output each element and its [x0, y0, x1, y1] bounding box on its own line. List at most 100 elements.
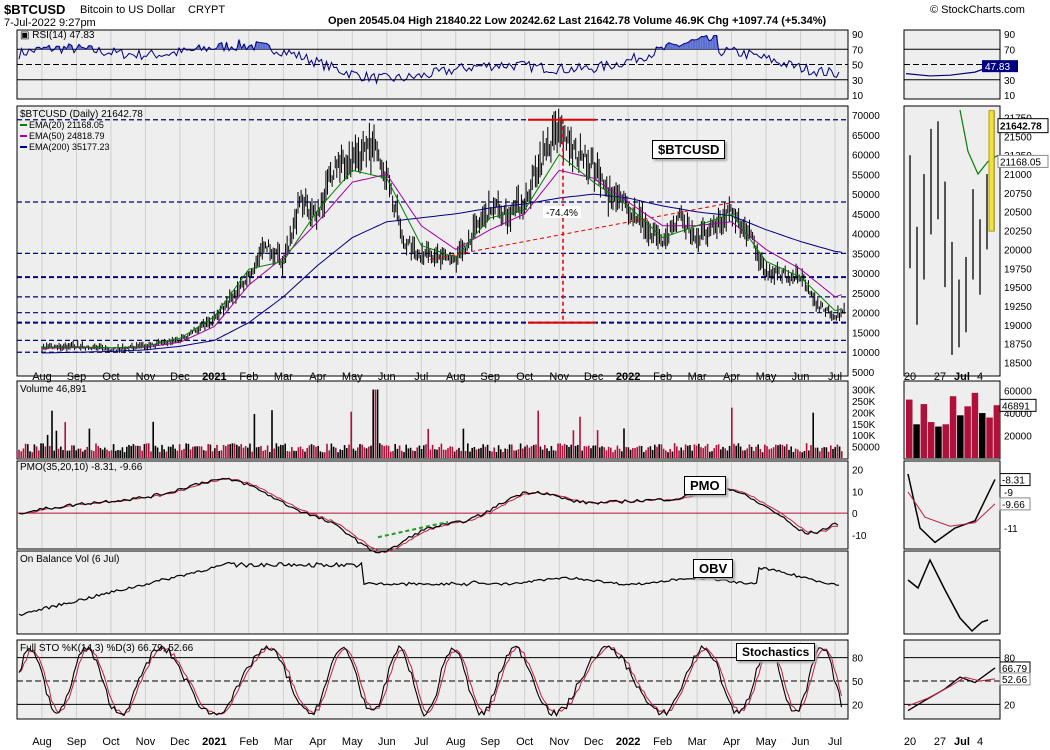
x-tick-label-bottom: May — [342, 736, 363, 748]
inset-volume-bar — [906, 399, 913, 458]
inset-x-tick-bottom: 4 — [977, 736, 983, 748]
sto-legend: Full STO %K(14,3) %D(3) 66.79, 52.66 — [20, 643, 194, 654]
volume-axis-label: 100K — [852, 431, 876, 442]
x-tick-label-top: Aug — [446, 371, 466, 383]
x-tick-label-bottom: Nov — [549, 736, 569, 748]
inset-volume-bar — [957, 415, 964, 458]
inset-volume-bar — [935, 426, 942, 458]
rsi-axis-label: 30 — [852, 76, 864, 87]
inset-price-axis-label: 19000 — [1004, 321, 1032, 332]
rsi-line — [18, 34, 840, 85]
x-tick-label-bottom: Feb — [239, 736, 258, 748]
ema20-flag — [997, 154, 1049, 168]
inset-volume-bar — [913, 424, 920, 458]
x-tick-label-bottom: 2021 — [202, 736, 226, 748]
pmo-flag — [999, 473, 1031, 487]
inset-rsi-axis-label: 90 — [1004, 30, 1016, 41]
price-axis-label: 35000 — [852, 249, 880, 260]
x-tick-label-top: Oct — [516, 371, 533, 383]
label-box-btc: $BTCUSD — [652, 140, 726, 159]
rsi-flag — [982, 60, 1018, 73]
x-tick-label-bottom: Apr — [723, 736, 740, 748]
x-tick-label-top: Feb — [653, 371, 672, 383]
inset-sto-axis-label: 80 — [1004, 654, 1016, 665]
rsi-legend: ▣ RSI(14) 47.83 — [20, 30, 95, 41]
inset-pmo-signal-line — [907, 491, 996, 527]
ema200-line — [41, 193, 842, 354]
price-axis-label: 40000 — [852, 230, 880, 241]
inset-volume-bar — [986, 417, 993, 458]
x-tick-label-top: Nov — [136, 371, 156, 383]
inset-rsi-axis-label: 30 — [1004, 76, 1016, 87]
inset-sto-d-line — [907, 676, 996, 707]
x-tick-label-top: Sep — [67, 371, 87, 383]
x-tick-label-bottom: Aug — [446, 736, 466, 748]
volume-axis-label: 150K — [852, 420, 876, 431]
red-trend-line — [429, 201, 736, 260]
rsi-axis-label: 90 — [852, 30, 864, 41]
price-axis-label: 45000 — [852, 210, 880, 221]
price-bars — [41, 108, 845, 354]
price-axis-label: 5000 — [852, 368, 875, 379]
ema50-line — [41, 169, 843, 349]
price-flag — [997, 118, 1049, 134]
sto-axis-label: 80 — [852, 654, 864, 665]
inset-volume-bar — [993, 405, 1001, 458]
ema20-legend: EMA(20) 21168.05 — [29, 120, 104, 130]
header-symbol: $BTCUSD — [4, 2, 66, 17]
rsi-axis-label: 50 — [852, 61, 864, 72]
x-tick-label-bottom: Sep — [480, 736, 500, 748]
obv-line — [18, 561, 839, 617]
sto-d-flag — [999, 672, 1031, 686]
inset-price-axis-label: 21500 — [1004, 132, 1032, 143]
header-exchange: CRYPT — [188, 4, 226, 16]
x-tick-label-top: Sep — [480, 371, 500, 383]
inset-price-axis-label: 21000 — [1004, 170, 1032, 181]
ema20-line — [42, 153, 843, 349]
x-tick-label-bottom: 2022 — [616, 736, 640, 748]
x-tick-label-bottom: Mar — [688, 736, 707, 748]
sto-axis-label: 50 — [852, 677, 864, 688]
x-tick-label-top: 2021 — [202, 371, 226, 383]
sto-d-line — [18, 645, 842, 717]
inset-x-tick-bottom: 20 — [904, 736, 916, 748]
inset-sto-axis-label: 20 — [1004, 700, 1016, 711]
price-legend: $BTCUSD (Daily) 21642.78 — [20, 109, 143, 120]
inset-pmo-axis-label: -11 — [1004, 524, 1018, 535]
volume-flag-text: 46891 — [1002, 401, 1030, 412]
rsi-flag-text: 47.83 — [985, 62, 1010, 73]
label-box-obv: OBV — [693, 559, 734, 578]
pmo-flag-text: -8.31 — [1002, 476, 1025, 487]
inset-x-tick-top: 4 — [977, 371, 983, 383]
label-box-pmo: PMO — [684, 476, 726, 495]
x-tick-label-bottom: Apr — [309, 736, 326, 748]
sto-d-flag-text: 52.66 — [1002, 675, 1027, 686]
ema200-legend: EMA(200) 35177.23 — [29, 142, 110, 152]
inset-price-axis-label: 19750 — [1004, 264, 1032, 275]
pmo-axis-label: -10 — [852, 531, 867, 542]
x-tick-label-bottom: Nov — [136, 736, 156, 748]
header-credit: © StockCharts.com — [930, 4, 1025, 16]
inset-volume-bar — [927, 422, 935, 458]
x-tick-label-top: Feb — [239, 371, 258, 383]
x-tick-label-bottom: Mar — [274, 736, 293, 748]
x-tick-label-top: Oct — [102, 371, 119, 383]
x-tick-label-top: Nov — [549, 371, 569, 383]
x-tick-label-bottom: Jun — [378, 736, 396, 748]
rsi-axis-label: 70 — [852, 45, 864, 56]
panel-pmo — [16, 460, 849, 550]
x-tick-label-bottom: Jun — [792, 736, 810, 748]
header-datetime: 7-Jul-2022 9:27pm — [4, 17, 96, 29]
price-axis-label: 15000 — [852, 328, 880, 339]
x-tick-label-top: Mar — [274, 371, 293, 383]
inset-volume-bar — [949, 396, 957, 458]
inset-rsi-axis-label: 70 — [1004, 45, 1016, 56]
x-tick-label-top: Apr — [309, 371, 326, 383]
x-tick-label-top: Dec — [170, 371, 190, 383]
inset-pmo-line — [907, 473, 996, 544]
volume-axis-label: 250K — [852, 397, 876, 408]
rsi-axis-label: 10 — [852, 91, 864, 102]
price-axis-label: 20000 — [852, 309, 880, 320]
x-tick-label-top: Jun — [792, 371, 810, 383]
sto-k-flag-text: 66.79 — [1002, 664, 1027, 675]
